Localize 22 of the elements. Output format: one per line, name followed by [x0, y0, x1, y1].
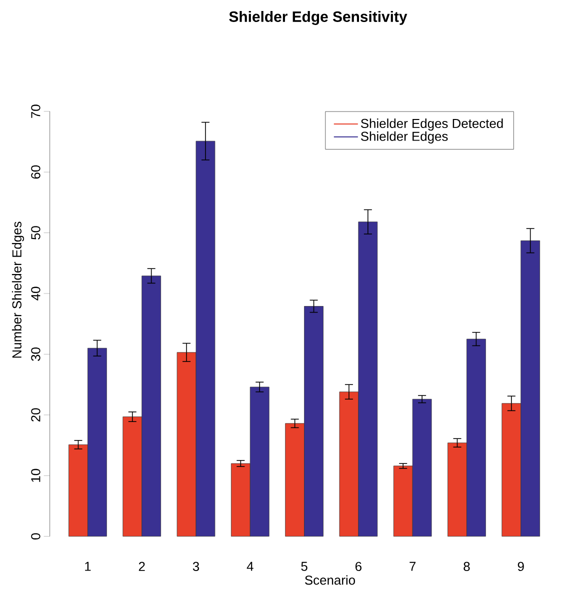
x-tick-label: 2	[138, 562, 145, 571]
x-axis-title: Scenario	[305, 575, 355, 585]
y-tick-label: 40	[31, 286, 40, 300]
y-tick-label: 60	[31, 165, 40, 179]
y-tick-label: 0	[31, 533, 40, 540]
legend-label: Shielder Edges	[360, 131, 448, 144]
x-tick-label: 4	[246, 562, 254, 571]
y-tick-label: 20	[31, 408, 40, 422]
x-tick-label: 8	[464, 562, 470, 572]
y-tick-label: 30	[31, 348, 40, 361]
y-tick-label: 50	[31, 226, 40, 240]
chart-title: Shielder Edge Sensitivity	[229, 11, 408, 25]
x-tick-label: 7	[410, 562, 416, 571]
y-tick-label: 70	[31, 104, 40, 118]
x-tick-label: 6	[355, 562, 362, 572]
legend-label: Shielder Edges Detected	[360, 118, 503, 131]
x-tick-label: 3	[192, 562, 200, 572]
y-axis-title: Number Shielder Edges	[12, 222, 24, 358]
y-tick-label: 10	[31, 468, 40, 482]
x-tick-label: 5	[301, 562, 308, 571]
x-tick-label: 1	[85, 562, 91, 571]
x-tick-label: 9	[518, 562, 524, 572]
